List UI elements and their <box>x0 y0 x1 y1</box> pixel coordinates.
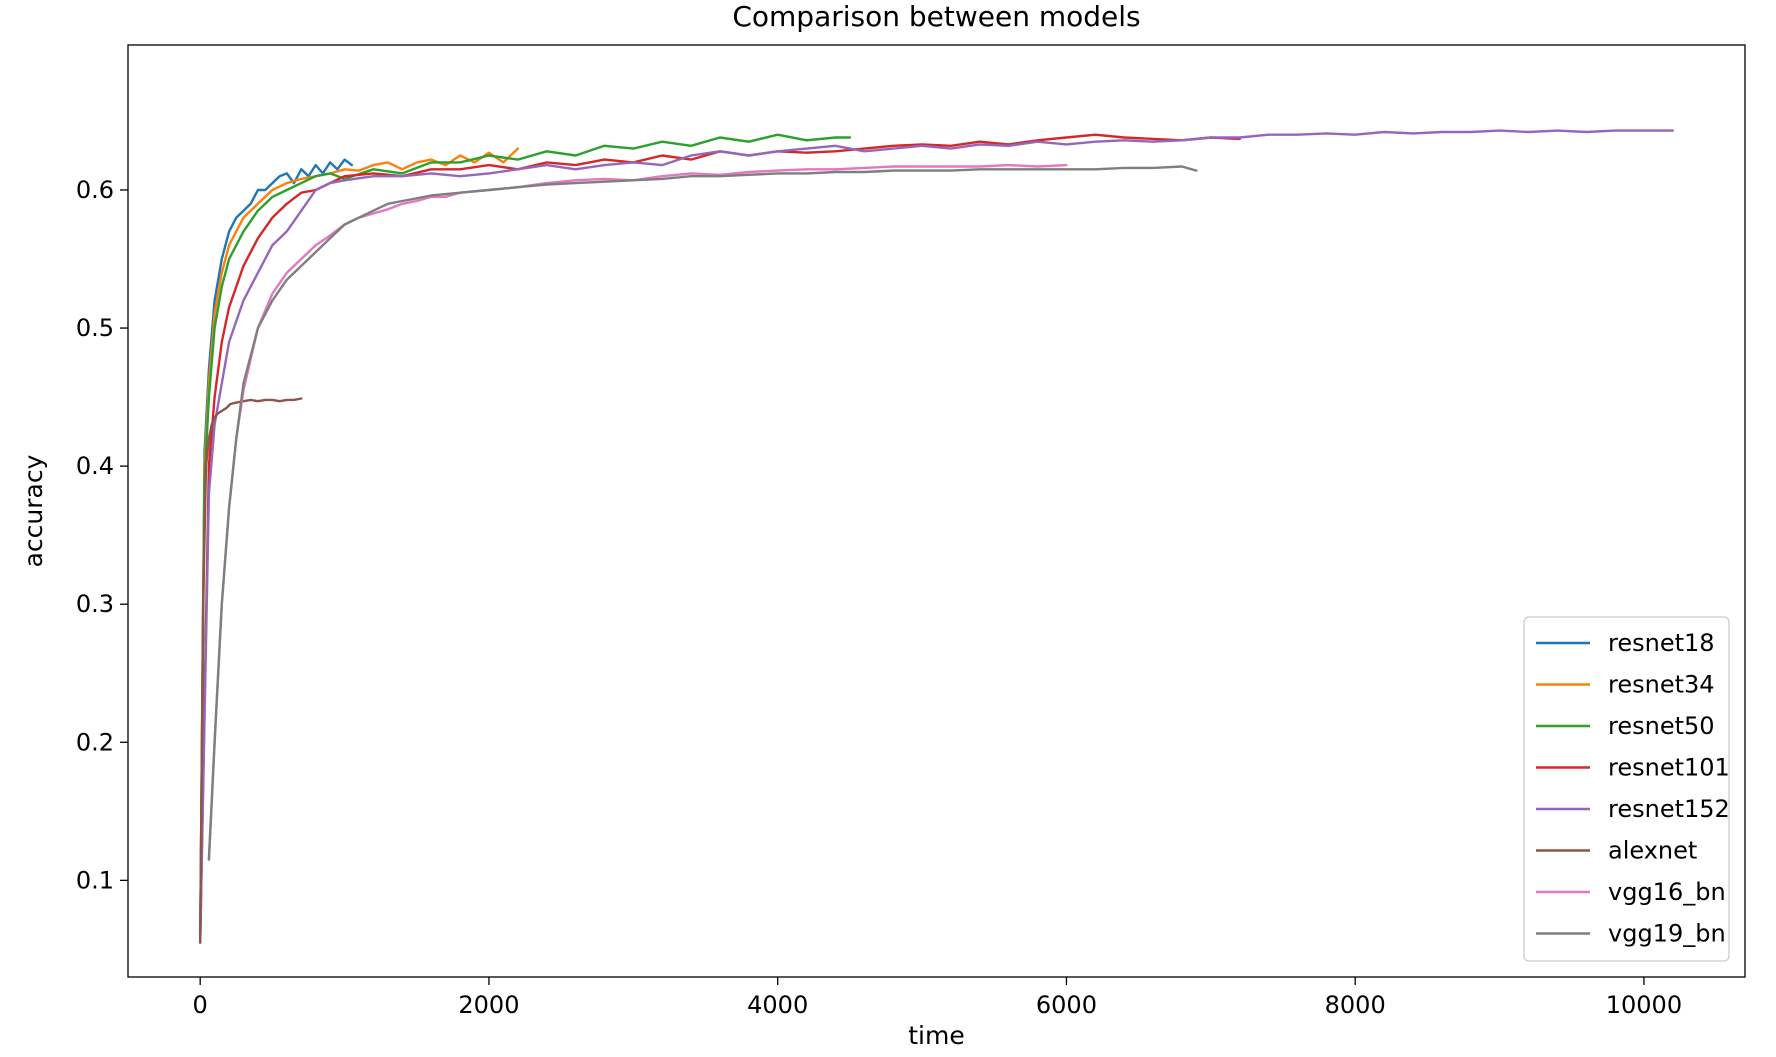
legend-label-resnet34: resnet34 <box>1608 671 1715 699</box>
axes-frame <box>127 44 1746 978</box>
legend-label-resnet152: resnet152 <box>1608 795 1730 823</box>
y-tick-label: 0.5 <box>76 314 114 342</box>
y-tick-label: 0.6 <box>76 176 114 204</box>
plot-area: 0 2000 4000 6000 8000 10000 0.1 0.2 0.3 0.4 0.5 0.6 <box>76 44 1746 1019</box>
x-tick-label: 4000 <box>747 991 808 1019</box>
series-line-resnet152 <box>199 129 1674 944</box>
chart-title: Comparison between models <box>732 0 1140 33</box>
series-line-resnet34 <box>199 147 519 944</box>
x-tick-label: 6000 <box>1036 991 1097 1019</box>
legend-label-resnet101: resnet101 <box>1608 754 1730 782</box>
legend: resnet18 resnet34 resnet50 resnet101 resnet1… <box>1523 616 1730 962</box>
y-tick-label: 0.3 <box>76 590 114 618</box>
legend-label-alexnet: alexnet <box>1608 837 1697 865</box>
series-line-vgg19_bn <box>207 165 1198 861</box>
x-axis-label: time <box>908 1021 964 1050</box>
x-tick-label: 0 <box>193 991 208 1019</box>
series-line-alexnet <box>199 397 303 944</box>
y-tick-label: 0.1 <box>76 866 114 894</box>
legend-label-resnet50: resnet50 <box>1608 712 1715 740</box>
legend-box <box>1523 616 1730 962</box>
y-tick-label: 0.2 <box>76 728 114 756</box>
y-tick-label: 0.4 <box>76 452 114 480</box>
x-tick-label: 2000 <box>458 991 519 1019</box>
series-line-resnet18 <box>199 158 353 944</box>
series-line-resnet50 <box>199 133 852 944</box>
series-line-resnet101 <box>199 133 1241 944</box>
x-tick-label: 8000 <box>1325 991 1386 1019</box>
x-tick-label: 10000 <box>1606 991 1682 1019</box>
legend-label-resnet18: resnet18 <box>1608 629 1715 657</box>
legend-label-vgg16_bn: vgg16_bn <box>1608 878 1726 906</box>
y-axis-label: accuracy <box>19 454 48 567</box>
legend-label-vgg19_bn: vgg19_bn <box>1608 920 1726 948</box>
